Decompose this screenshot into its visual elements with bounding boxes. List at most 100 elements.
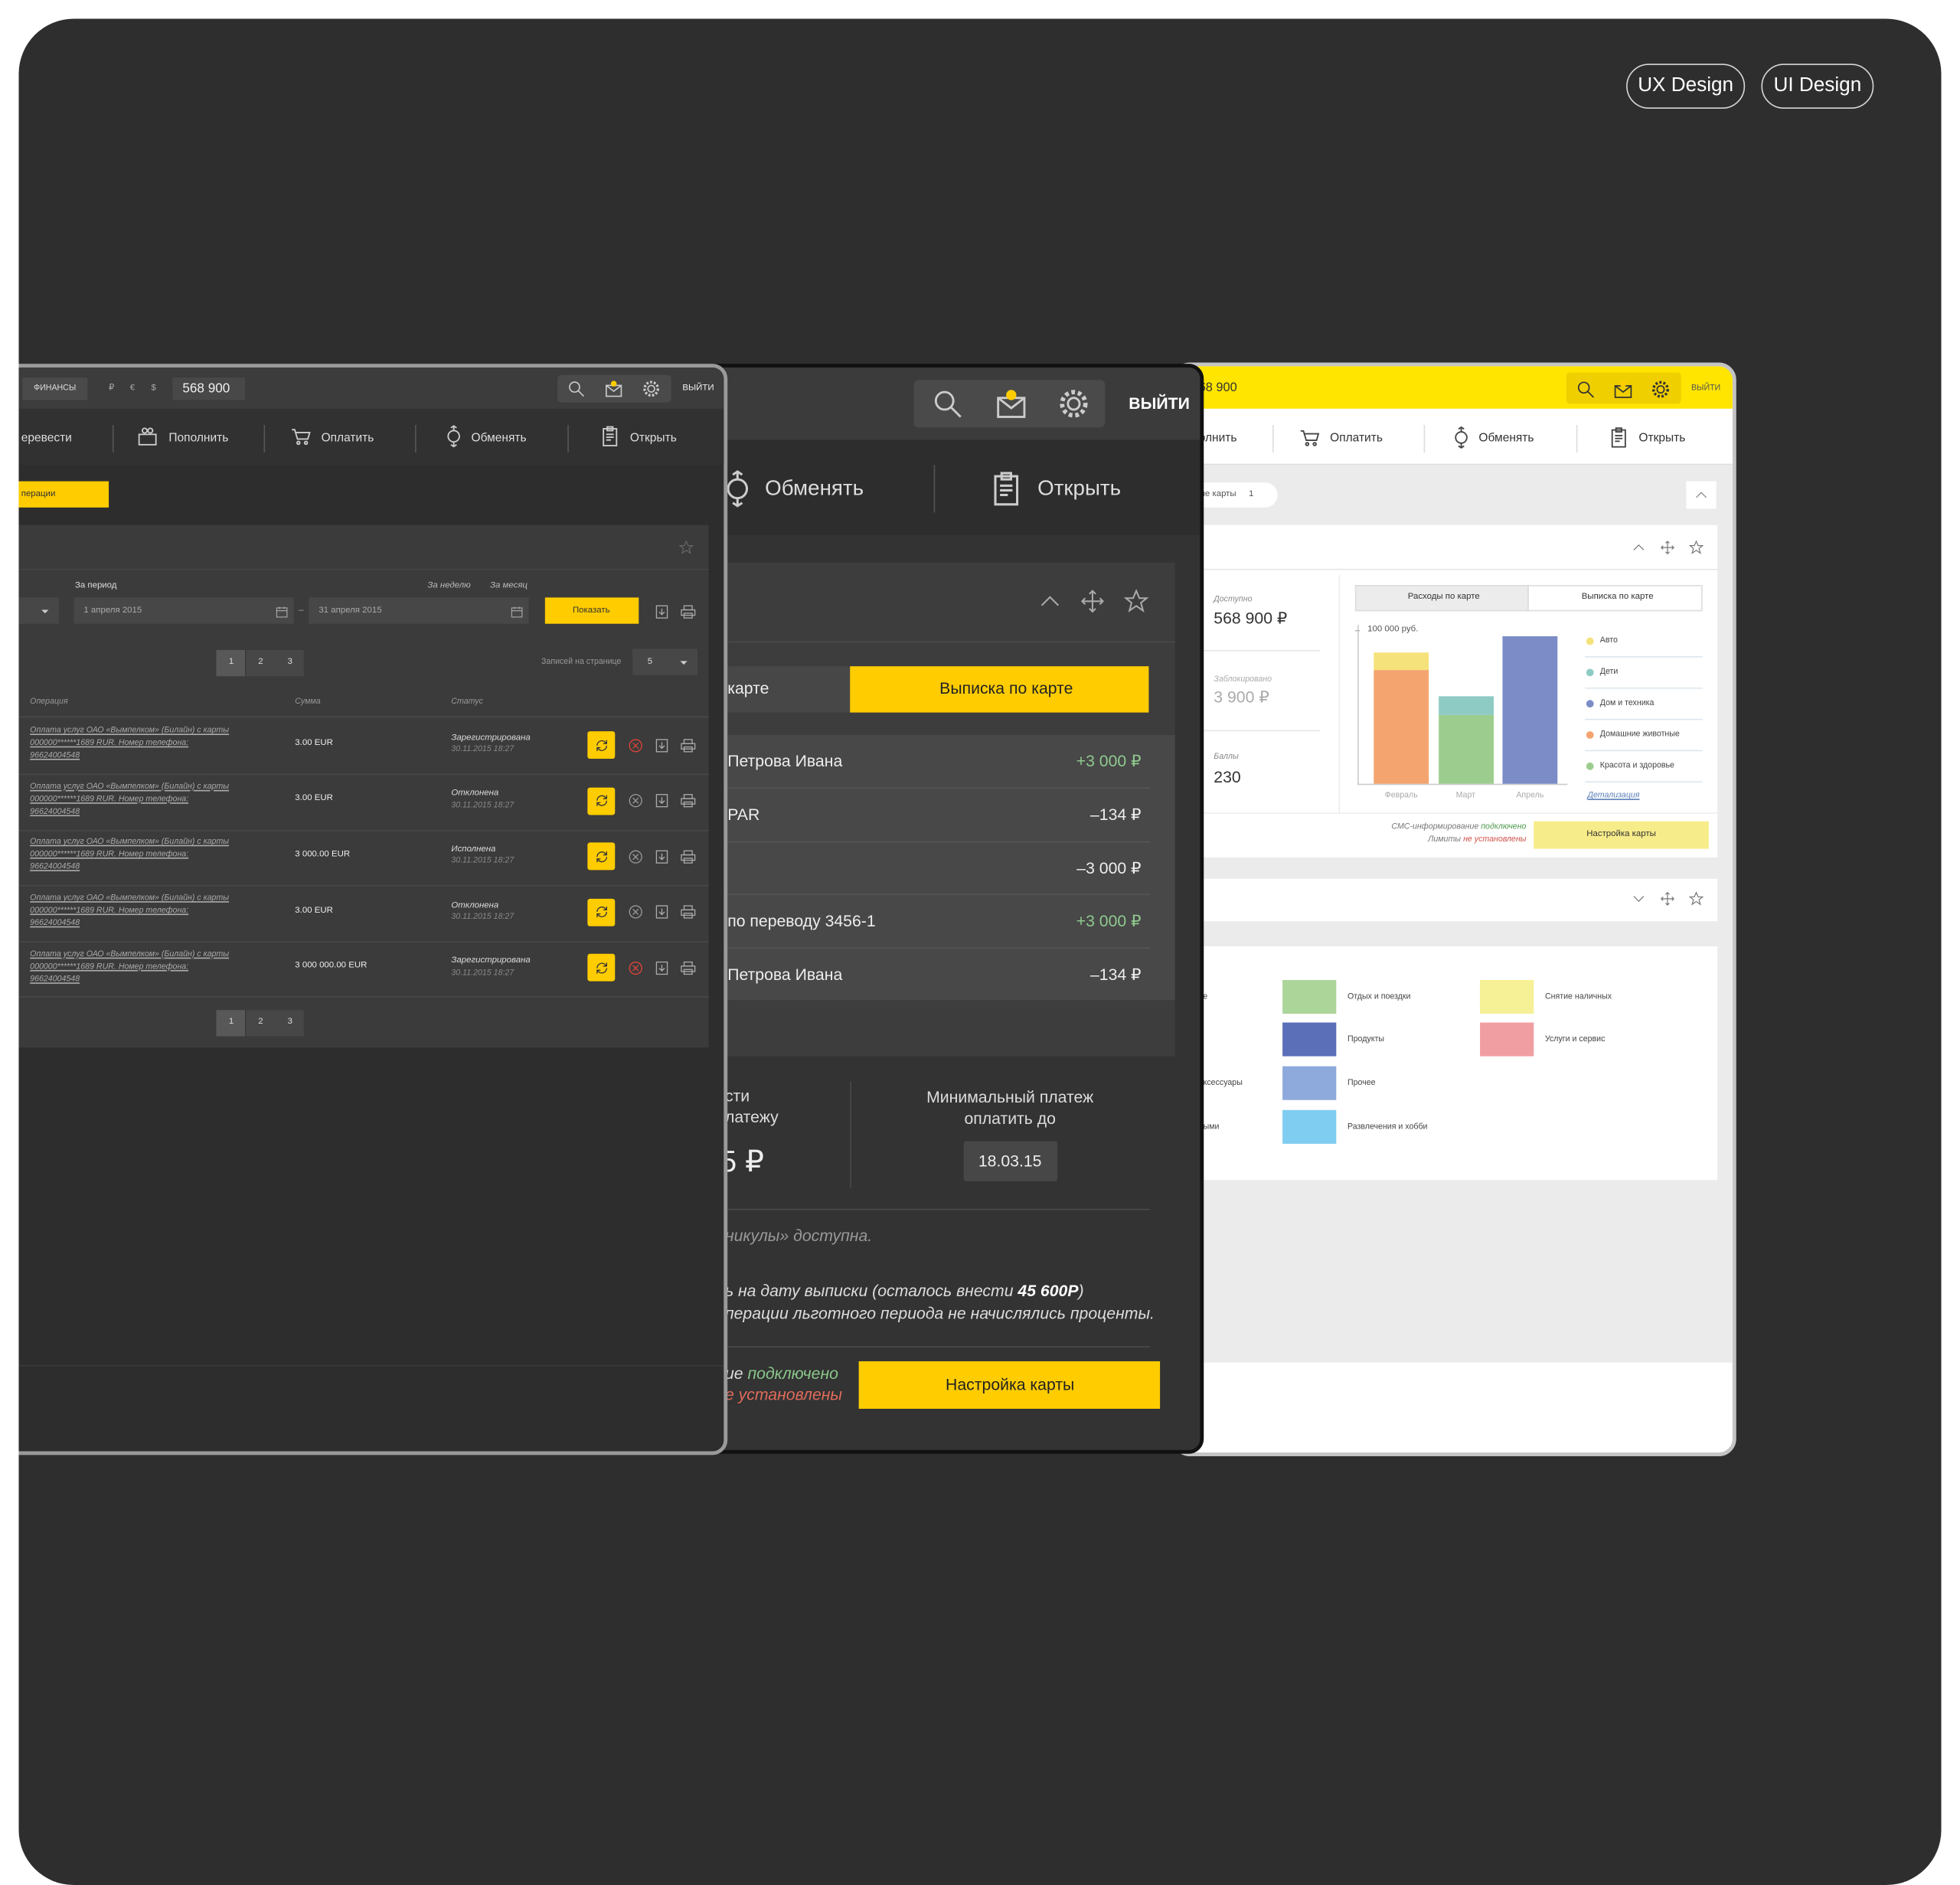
icon-dl[interactable] <box>653 960 669 976</box>
details-link[interactable]: Детализация <box>1587 791 1640 801</box>
icon-print[interactable] <box>679 792 695 809</box>
icon-cross[interactable] <box>627 960 643 976</box>
icon-search[interactable] <box>930 386 965 421</box>
nav-item[interactable]: олнить <box>1198 431 1237 446</box>
settings-button[interactable] <box>1534 821 1709 849</box>
page-button[interactable] <box>216 649 245 677</box>
icon-gear[interactable] <box>1057 386 1092 421</box>
nav-item[interactable]: Оплатить <box>1330 431 1383 446</box>
sms-status: СМС-информирование подключено <box>1391 822 1526 832</box>
nav-item[interactable]: Обменять <box>1478 431 1534 446</box>
icon-dl[interactable] <box>653 603 669 619</box>
icon-star[interactable] <box>678 540 694 555</box>
icon-doc <box>603 426 618 446</box>
stat-label: Заблокировано <box>1214 675 1272 684</box>
legend-label: Дом и техника <box>1599 698 1655 708</box>
legend-line <box>1585 781 1703 783</box>
nav-item[interactable]: Открыть <box>1037 475 1122 500</box>
icon-cross[interactable] <box>627 848 643 864</box>
page-button[interactable] <box>216 1010 245 1037</box>
show-button[interactable] <box>544 597 639 624</box>
nav-item[interactable]: Открыть <box>629 431 677 446</box>
icon-print[interactable] <box>679 960 695 976</box>
repeat-button[interactable] <box>587 842 616 871</box>
filter-link[interactable]: За неделю <box>427 580 471 590</box>
transaction-name: по переводу 3456-1 <box>727 911 876 931</box>
tab-active[interactable] <box>1354 585 1529 612</box>
nav-item[interactable]: Открыть <box>1638 431 1686 446</box>
select[interactable] <box>632 648 698 675</box>
balance: 568 900 <box>182 381 230 397</box>
icon-print[interactable] <box>679 603 695 619</box>
currency[interactable]: € <box>129 383 136 393</box>
icon-search[interactable] <box>567 379 586 399</box>
icon-star[interactable] <box>1688 540 1704 555</box>
currency[interactable]: ₽ <box>109 383 115 393</box>
page-button[interactable] <box>245 1010 275 1037</box>
nav-item[interactable]: Оплатить <box>321 431 374 446</box>
nav-item[interactable]: Обменять <box>471 431 527 446</box>
icon-cross[interactable] <box>627 792 643 809</box>
divider <box>1202 649 1321 652</box>
collapse-button[interactable] <box>1686 481 1717 509</box>
divider-vertical <box>850 1081 851 1188</box>
icon-gear[interactable] <box>1649 378 1671 400</box>
repeat-button[interactable] <box>587 786 616 815</box>
icon-mail[interactable] <box>604 379 624 399</box>
repeat-button[interactable] <box>587 954 616 982</box>
transaction-amount: –134 ₽ <box>1089 805 1142 824</box>
tag-pill[interactable] <box>1761 64 1874 109</box>
icon-dl[interactable] <box>653 737 669 753</box>
icon-print[interactable] <box>679 904 695 920</box>
logout[interactable]: ВЫЙТИ <box>1129 394 1190 413</box>
nav-item[interactable]: Обменять <box>765 475 864 500</box>
tab[interactable] <box>1527 585 1703 612</box>
legend-label: Красота и здоровье <box>1599 761 1674 770</box>
icon-move[interactable] <box>1660 540 1675 555</box>
icon-dl[interactable] <box>653 792 669 809</box>
icon-gear[interactable] <box>642 379 662 399</box>
page-button[interactable] <box>275 1010 304 1037</box>
icon-print[interactable] <box>679 737 695 753</box>
icon-dl[interactable] <box>653 848 669 864</box>
tab-active[interactable] <box>18 481 109 508</box>
icon-cross[interactable] <box>627 904 643 920</box>
settings-button[interactable] <box>858 1361 1161 1410</box>
icon-star[interactable] <box>1688 891 1704 907</box>
icon-move[interactable] <box>1660 891 1675 907</box>
page-button[interactable] <box>245 649 275 677</box>
stat-label: Баллы <box>1214 753 1239 762</box>
icon-star[interactable] <box>1123 589 1149 614</box>
section: ФИНАНСЫ <box>34 384 77 393</box>
icon-up[interactable] <box>1632 540 1647 555</box>
nav-separator <box>112 425 114 453</box>
icon-up[interactable] <box>1037 589 1063 614</box>
icon-mail[interactable] <box>994 386 1029 421</box>
icon-move[interactable] <box>1080 589 1106 614</box>
repeat-button[interactable] <box>587 731 616 760</box>
repeat-button[interactable] <box>587 898 616 926</box>
icon-down[interactable] <box>1632 891 1647 907</box>
operation-text: 96624004548 <box>30 974 80 984</box>
logout[interactable]: ВЫЙТИ <box>1690 384 1721 393</box>
nav-item[interactable]: еревести <box>21 431 72 446</box>
y-axis <box>1357 625 1359 786</box>
icon-search[interactable] <box>1574 378 1596 400</box>
tab-active[interactable] <box>850 666 1149 713</box>
icon-print[interactable] <box>679 848 695 864</box>
nav-separator <box>933 465 936 513</box>
currency[interactable]: $ <box>151 383 156 393</box>
nav-item[interactable]: Пополнить <box>168 431 229 446</box>
tag-pill[interactable] <box>1626 64 1746 109</box>
icon-cross[interactable] <box>627 737 643 753</box>
date-input[interactable] <box>309 597 529 624</box>
icon-mail[interactable] <box>1612 378 1633 400</box>
page-button[interactable] <box>275 649 304 677</box>
filter-link[interactable]: За месяц <box>490 580 528 590</box>
date-input[interactable] <box>74 597 294 624</box>
icon-dl[interactable] <box>653 904 669 920</box>
select[interactable] <box>18 597 59 624</box>
logout[interactable]: ВЫЙТИ <box>682 383 714 393</box>
icon-cal <box>276 606 287 617</box>
group-swatch <box>1480 1022 1534 1057</box>
